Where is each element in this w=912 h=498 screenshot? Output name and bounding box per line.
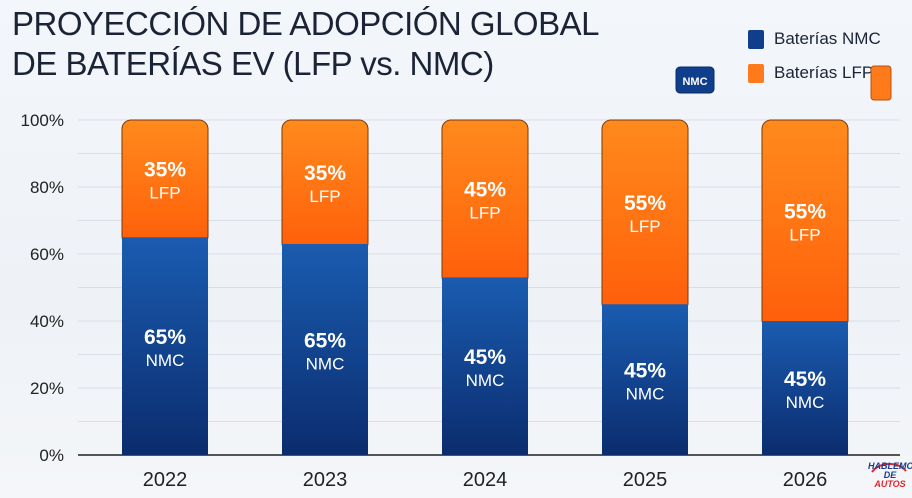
chart-title: PROYECCIÓN DE ADOPCIÓN GLOBAL DE BATERÍA… (12, 4, 599, 84)
svg-text:NMC: NMC (682, 76, 707, 88)
x-tick-label: 2026 (783, 469, 828, 491)
data-label-nmc-value: 45% (624, 360, 666, 383)
y-tick-label: 100% (21, 111, 64, 130)
legend-item-lfp: Baterías LFP (748, 56, 881, 90)
title-line-1: PROYECCIÓN DE ADOPCIÓN GLOBAL (12, 5, 599, 42)
data-label-lfp-tag: LFP (469, 204, 500, 223)
bar-nmc (762, 321, 848, 455)
data-label-lfp-tag: LFP (629, 217, 660, 236)
data-label-nmc-value: 65% (304, 329, 346, 352)
legend-label-lfp: Baterías LFP (774, 63, 874, 82)
watermark-text-2: DE AUTOS (868, 471, 912, 489)
watermark-car-icon (871, 462, 907, 473)
bar-lfp (761, 119, 849, 330)
watermark-text-1: HABLEMOS (868, 461, 912, 471)
bar-nmc (442, 277, 528, 455)
legend-swatch-nmc (748, 29, 764, 49)
legend-item-nmc: Baterías NMC (748, 22, 881, 56)
bar-lfp (281, 119, 369, 253)
data-label-lfp-value: 55% (784, 201, 826, 224)
x-tick-label: 2025 (623, 469, 668, 491)
y-tick-label: 60% (30, 245, 64, 264)
bar-lfp (601, 119, 689, 313)
data-label-lfp-tag: LFP (789, 226, 820, 245)
data-label-nmc-tag: NMC (146, 351, 185, 370)
data-label-nmc-value: 45% (784, 368, 826, 391)
data-label-nmc-tag: NMC (466, 371, 505, 390)
data-label-lfp-value: 45% (464, 179, 506, 202)
bar-nmc (282, 243, 368, 455)
x-tick-label: 2024 (463, 469, 508, 491)
y-tick-label: 0% (39, 446, 64, 465)
nmc-battery-icon: NMC (675, 66, 715, 94)
data-label-nmc-tag: NMC (306, 354, 345, 373)
data-label-nmc-value: 45% (464, 346, 506, 369)
bar-nmc (122, 237, 208, 455)
lfp-battery-icon (870, 65, 892, 101)
x-tick-label: 2023 (303, 469, 348, 491)
y-tick-label: 80% (30, 178, 64, 197)
data-label-lfp-value: 35% (144, 159, 186, 182)
bar-nmc (602, 304, 688, 455)
legend-swatch-lfp (748, 63, 764, 83)
watermark-logo: HABLEMOS DE AUTOS (868, 462, 912, 489)
data-label-lfp-value: 35% (304, 162, 346, 185)
bar-lfp (441, 119, 529, 286)
bar-lfp (121, 119, 209, 246)
data-label-lfp-tag: LFP (309, 187, 340, 206)
data-label-nmc-tag: NMC (786, 393, 825, 412)
data-label-nmc-tag: NMC (626, 385, 665, 404)
y-tick-label: 20% (30, 379, 64, 398)
data-label-lfp-tag: LFP (149, 184, 180, 203)
y-tick-label: 40% (30, 312, 64, 331)
x-tick-label: 2022 (143, 469, 188, 491)
legend: Baterías NMC Baterías LFP (748, 22, 881, 90)
data-label-nmc-value: 65% (144, 326, 186, 349)
title-line-2: DE BATERÍAS EV (LFP vs. NMC) (12, 45, 494, 82)
legend-label-nmc: Baterías NMC (774, 29, 881, 48)
watermark-de: DE (883, 470, 897, 480)
data-label-lfp-value: 55% (624, 192, 666, 215)
watermark-autos: AUTOS (874, 479, 906, 489)
